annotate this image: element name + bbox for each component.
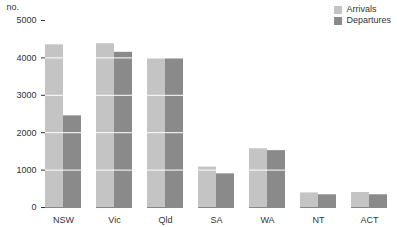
svg-text:no.: no. <box>7 2 20 12</box>
svg-text:0: 0 <box>31 202 36 212</box>
svg-text:ACT: ACT <box>361 215 380 225</box>
svg-text:3000: 3000 <box>16 90 36 100</box>
svg-text:WA: WA <box>260 215 274 225</box>
svg-text:2000: 2000 <box>16 128 36 138</box>
svg-text:4000: 4000 <box>16 53 36 63</box>
svg-text:5000: 5000 <box>16 15 36 25</box>
svg-text:Qld: Qld <box>158 215 172 225</box>
svg-text:1000: 1000 <box>16 165 36 175</box>
html-text:Arrivals: Arrivals <box>346 4 377 14</box>
svg-text:Vic: Vic <box>108 215 121 225</box>
svg-text:SA: SA <box>210 215 222 225</box>
svg-text:NSW: NSW <box>53 215 75 225</box>
svg-text:NT: NT <box>313 215 325 225</box>
html-text:Departures: Departures <box>346 15 391 25</box>
